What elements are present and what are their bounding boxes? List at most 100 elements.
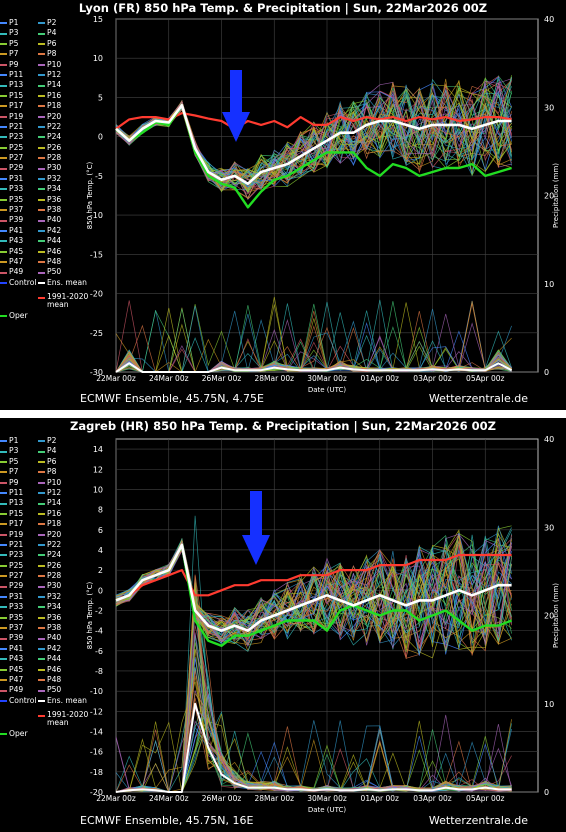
legend-entry: P7 xyxy=(0,467,38,477)
legend-entry: P5 xyxy=(0,39,38,49)
legend-label: P30 xyxy=(47,163,62,173)
legend-label: Control xyxy=(9,277,37,287)
legend-swatch xyxy=(38,471,45,474)
legend-entry: P49 xyxy=(0,267,38,277)
legend-row: P31 P32 xyxy=(0,592,84,602)
legend-swatch xyxy=(38,250,45,253)
y-tick-label: -4 xyxy=(95,627,103,636)
x-tick-label: 30Mar 00z xyxy=(307,794,347,803)
legend-row: P27 P28 xyxy=(0,153,84,163)
ensemble-member-precip xyxy=(115,667,512,793)
legend-row: P13 P14 xyxy=(0,80,84,90)
site-label: Wetterzentrale.de xyxy=(428,814,528,827)
legend-swatch xyxy=(0,616,7,619)
legend-entry: P28 xyxy=(38,153,76,163)
x-tick-label: 28Mar 00z xyxy=(254,794,294,803)
legend-swatch xyxy=(0,658,7,661)
legend-label: P30 xyxy=(47,581,62,591)
legend-entry: P23 xyxy=(0,132,38,142)
legend-swatch xyxy=(38,523,45,526)
legend-swatch xyxy=(0,146,7,149)
legend-label: Oper xyxy=(9,729,28,739)
legend-row: P49 P50 xyxy=(0,267,84,277)
legend-label: P20 xyxy=(47,529,62,539)
legend-row: P41 P42 xyxy=(0,226,84,236)
legend-swatch xyxy=(38,679,45,682)
legend-label: P48 xyxy=(47,256,62,266)
y-right-tick-label: 10 xyxy=(544,700,554,709)
legend-swatch xyxy=(38,575,45,578)
legend-label: P34 xyxy=(47,602,62,612)
legend-row: P11 P12 xyxy=(0,488,84,498)
source-label: ECMWF Ensemble, 45.75N, 16E xyxy=(80,814,254,827)
x-tick-label: 24Mar 00z xyxy=(149,374,189,383)
legend-swatch xyxy=(38,460,45,463)
legend-label: P8 xyxy=(47,467,57,477)
legend-swatch xyxy=(38,209,45,212)
y-tick-label: -15 xyxy=(90,250,103,259)
legend-swatch xyxy=(0,523,7,526)
legend-entry: Ens. mean xyxy=(38,278,87,288)
legend-entry: P32 xyxy=(38,592,76,602)
legend-label: P21 xyxy=(9,121,24,131)
legend-label: P12 xyxy=(47,487,62,497)
legend-swatch xyxy=(0,596,7,599)
legend-swatch xyxy=(38,271,45,274)
legend-swatch xyxy=(0,450,7,453)
legend-swatch xyxy=(0,230,7,232)
legend-label: P9 xyxy=(9,477,19,487)
down-arrow-icon xyxy=(242,491,270,565)
legend-swatch xyxy=(0,167,7,170)
y-tick-label: -20 xyxy=(90,290,103,299)
legend-entry: P40 xyxy=(38,633,76,643)
legend-row: P19 P20 xyxy=(0,530,84,540)
ensemble-member-precip xyxy=(115,693,512,793)
legend-swatch xyxy=(38,606,45,609)
legend-row: P1 P2 xyxy=(0,18,84,28)
legend-label: P39 xyxy=(9,633,24,643)
ensemble-member-precip xyxy=(115,667,512,793)
legend-swatch xyxy=(0,84,7,87)
legend-swatch xyxy=(0,648,7,650)
legend-entry: P29 xyxy=(0,581,38,591)
legend-row: P9 P10 xyxy=(0,478,84,488)
legend-label: P17 xyxy=(9,519,24,529)
legend-entry: P38 xyxy=(38,205,76,215)
x-tick-label: 05Apr 00z xyxy=(466,794,504,803)
legend-row: P37 P38 xyxy=(0,205,84,215)
legend-entry-climatology: 1991-2020 mean xyxy=(0,711,88,729)
y-right-axis-label: Precipitation (mm) xyxy=(552,583,560,648)
legend-swatch xyxy=(0,689,7,692)
legend-swatch xyxy=(38,53,45,56)
legend-entry: P12 xyxy=(38,70,76,80)
ens-mean-line xyxy=(115,104,512,185)
legend-entry: P25 xyxy=(0,561,38,571)
legend-label: P35 xyxy=(9,612,24,622)
legend-entry: P11 xyxy=(0,70,38,80)
legend-label: P43 xyxy=(9,654,24,664)
legend-label: P7 xyxy=(9,49,19,59)
chart-legend: P1 P2 P3 P4 P5 P6 P7 P8 P9 P10 P11 P12 P13 P14 P15 P16 P… xyxy=(0,18,88,322)
legend-swatch xyxy=(38,554,45,557)
legend-label: P16 xyxy=(47,508,62,518)
y-axis-label: 850 hPa Temp. (°C) xyxy=(86,582,94,650)
x-axis-label: Date (UTC) xyxy=(308,806,347,814)
legend-row: Control Ens. mean xyxy=(0,696,87,706)
legend-swatch xyxy=(38,219,45,222)
ensemble-member-precip xyxy=(115,666,512,793)
legend-label: P25 xyxy=(9,142,24,152)
legend-label: P42 xyxy=(47,225,62,235)
legend-label: P26 xyxy=(47,142,62,152)
legend-label: P46 xyxy=(47,246,62,256)
legend-swatch xyxy=(38,596,45,599)
legend-row: P3 P4 xyxy=(0,446,84,456)
climatology-line xyxy=(115,553,512,602)
zagreb-chart-svg: 14121086420-2-4-6-8-10-12-14-16-18-20403… xyxy=(86,435,560,814)
x-tick-label: 01Apr 00z xyxy=(361,374,399,383)
legend-label: P43 xyxy=(9,236,24,246)
legend-label: P17 xyxy=(9,101,24,111)
legend-label: P15 xyxy=(9,508,24,518)
legend-swatch xyxy=(0,699,7,702)
y-right-tick-label: 20 xyxy=(544,612,554,621)
legend-label: P47 xyxy=(9,256,24,266)
